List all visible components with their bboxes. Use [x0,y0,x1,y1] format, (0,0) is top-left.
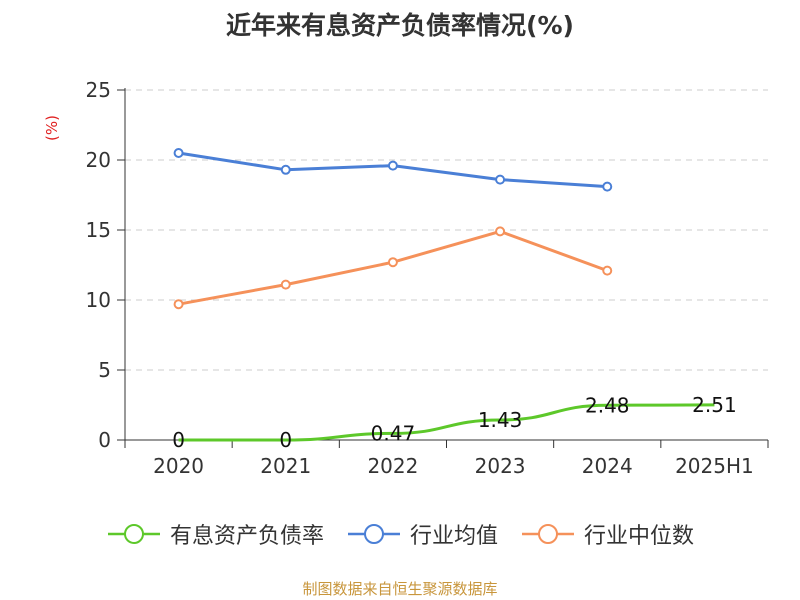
data-point [495,226,506,237]
data-label: 0 [172,428,185,452]
data-source-note: 制图数据来自恒生聚源数据库 [302,580,498,598]
x-tick-label: 2025H1 [675,454,754,478]
data-label: 2.48 [585,393,630,417]
legend-label: 行业中位数 [584,524,695,549]
data-point [173,148,184,158]
series-line [178,403,715,442]
axes: 0 5 10 15 20 25 2020 2021 2022 2023 2024 2025H1 [86,78,769,478]
x-tick-label: 2021 [260,454,311,478]
data-label: 0.47 [371,421,416,445]
data-point [280,164,291,175]
data-labels: 0 0 0.47 1.43 2.48 2.51 [172,393,736,452]
data-point [280,279,291,290]
y-tick-label: 25 [86,78,111,102]
x-tick-label: 2024 [582,454,633,478]
data-label: 1.43 [478,408,523,432]
data-point [602,181,613,192]
data-point [387,160,398,171]
series-lines [173,148,715,442]
legend: 有息资产负债率 行业均值 行业中位数 [0,518,800,550]
y-tick-label: 0 [98,428,111,452]
data-point [173,299,184,310]
legend-label: 有息资产负债率 [169,524,324,549]
legend-label: 行业均值 [409,524,498,549]
data-point [602,265,613,276]
legend-item-industry-median[interactable]: 行业中位数 [520,518,694,550]
data-label: 2.51 [692,393,737,417]
legend-marker-green [107,524,160,544]
data-label: 0 [279,428,292,452]
grid-lines [125,89,768,371]
y-tick-label: 5 [98,358,111,382]
legend-marker-blue [347,524,400,544]
y-tick-label: 15 [86,218,111,242]
legend-item-interest-bearing-debt-ratio[interactable]: 有息资产负债率 [106,518,324,550]
data-point [387,257,398,268]
chart-title: 近年来有息资产负债率情况(%) [226,11,574,40]
legend-item-industry-mean[interactable]: 行业均值 [346,518,498,550]
x-tick-label: 2022 [367,454,418,478]
data-point [495,174,506,185]
y-tick-label: 10 [86,288,111,312]
series-line [178,229,608,306]
y-tick-label: 20 [86,148,111,172]
legend-marker-orange [522,524,574,544]
x-tick-label: 2020 [153,454,204,478]
x-tick-label: 2023 [475,454,526,478]
